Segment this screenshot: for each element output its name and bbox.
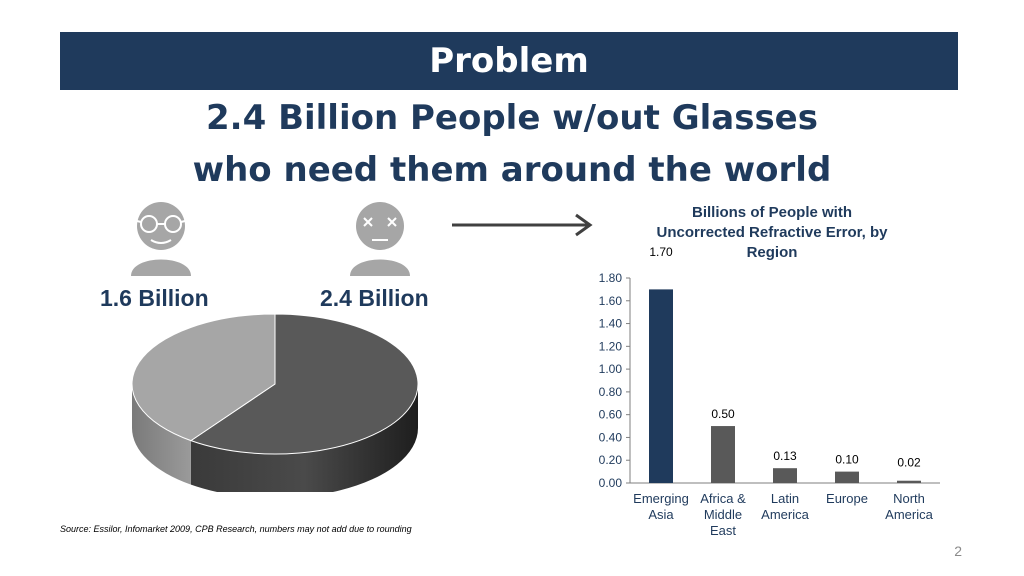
pie-chart	[131, 313, 419, 492]
data-label: 0.50	[711, 407, 735, 421]
title-bar: Problem	[60, 32, 958, 90]
y-tick-label: 1.20	[599, 339, 623, 353]
y-tick-label: 1.00	[599, 362, 623, 376]
bar	[897, 480, 921, 483]
slide-subtitle-line-2: who need them around the world	[192, 150, 832, 190]
y-tick-label: 0.80	[599, 385, 623, 399]
chart-title: Billions of People with Uncorrected Refra…	[657, 204, 889, 261]
data-label: 0.10	[835, 453, 859, 467]
y-tick-label: 0.00	[599, 476, 623, 490]
person-with-glasses-icon	[131, 202, 191, 276]
with-glasses-count: 1.6 Billion	[100, 285, 209, 311]
category-label: Africa & Middle East	[700, 491, 746, 538]
y-tick-label: 1.40	[599, 317, 623, 331]
person-without-glasses-icon	[350, 202, 410, 276]
without-glasses-count: 2.4 Billion	[320, 285, 429, 311]
arrow-icon	[452, 213, 593, 237]
bar	[835, 471, 859, 483]
pie-slice-with-glasses	[131, 313, 276, 442]
bar	[711, 426, 735, 483]
bar-chart: Billions of People with Uncorrected Refra…	[599, 204, 940, 538]
data-label: 0.13	[773, 449, 797, 463]
y-tick-label: 1.60	[599, 294, 623, 308]
category-label: Latin America	[761, 491, 809, 522]
y-tick-label: 0.60	[599, 408, 623, 422]
y-tick-label: 0.40	[599, 430, 623, 444]
y-tick-label: 0.20	[599, 453, 623, 467]
category-label: Emerging Asia	[633, 491, 689, 522]
bar	[773, 468, 797, 483]
data-label: 1.70	[649, 245, 673, 259]
y-tick-label: 1.80	[599, 271, 623, 285]
category-label: North America	[885, 491, 933, 522]
bar	[649, 289, 673, 483]
data-label: 0.02	[897, 456, 921, 470]
pie-slice-without-glasses	[189, 313, 419, 455]
page-number: 2	[954, 543, 962, 559]
slide-subtitle-line-1: 2.4 Billion People w/out Glasses	[206, 98, 818, 138]
pie-slice-without-glasses-side	[190, 384, 418, 492]
category-label: Europe	[826, 491, 868, 506]
source-note: Source: Essilor, Infomarket 2009, CPB Re…	[60, 524, 412, 534]
pie-slice-with-glasses-side	[132, 384, 191, 485]
slide-title: Problem	[429, 41, 589, 81]
